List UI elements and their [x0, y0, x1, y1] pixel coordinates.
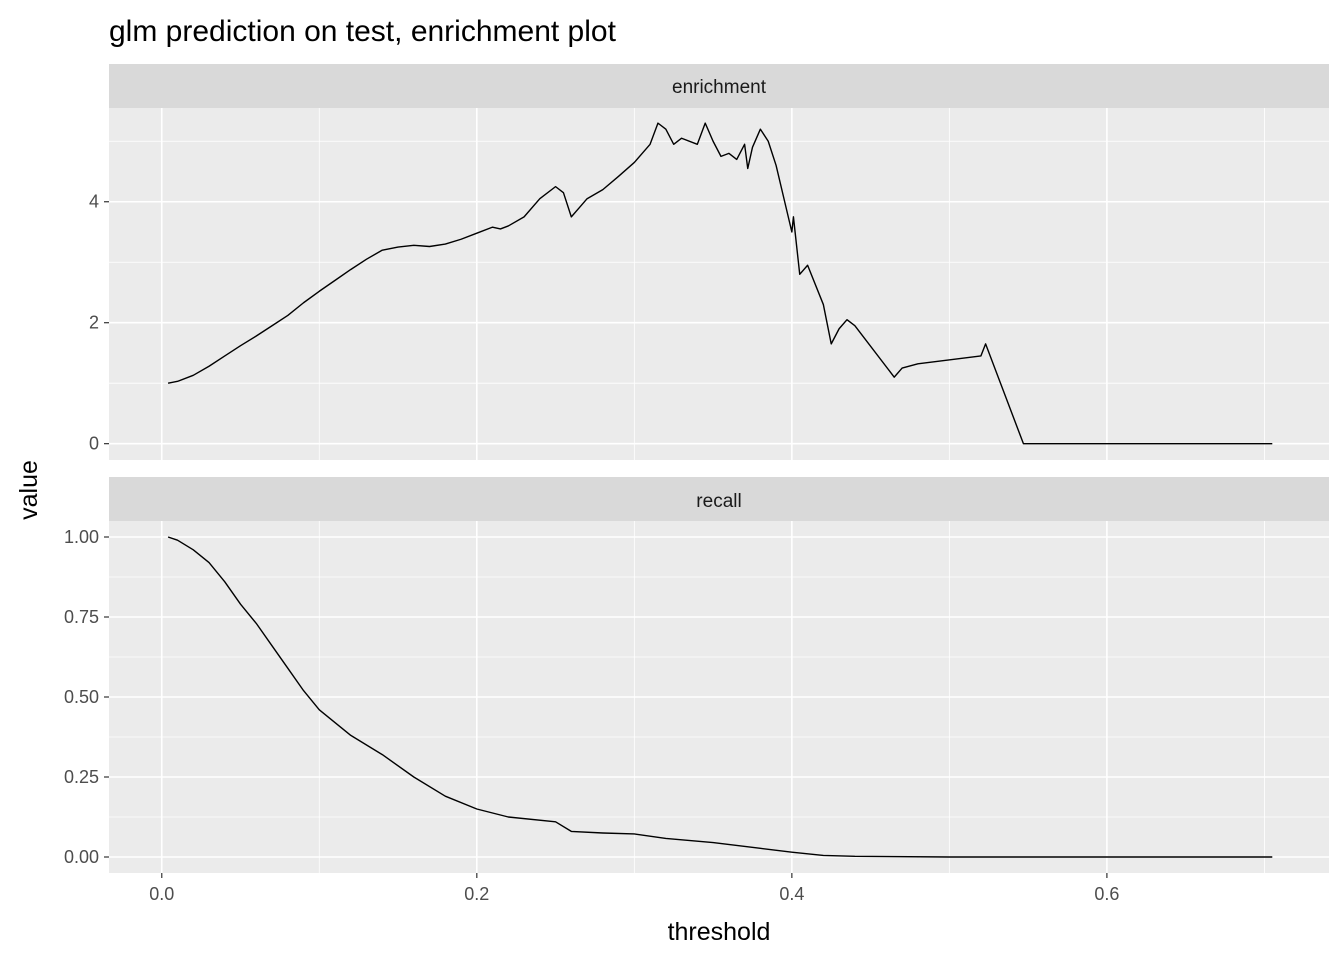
- x-tick-label: 0.4: [779, 884, 804, 904]
- y-axis-enrichment: 0 2 4: [89, 192, 109, 454]
- x-tick-label: 0.6: [1094, 884, 1119, 904]
- panel-recall: recall 0.00 0.25 0.50 0.75 1.00: [64, 477, 1329, 873]
- enrichment-line: [167, 122, 1273, 445]
- y-tick-label: 4: [89, 192, 99, 212]
- x-axis-title: threshold: [668, 918, 771, 946]
- y-tick-label: 0: [89, 434, 99, 454]
- y-tick-label: 1.00: [64, 527, 99, 547]
- strip-label-enrichment: enrichment: [672, 77, 767, 98]
- panel-enrichment: enrichment 0 2 4: [89, 64, 1329, 460]
- y-tick-label: 0.50: [64, 687, 99, 707]
- strip-background-enrichment: [109, 64, 1329, 108]
- gridlines-enrichment: [109, 108, 1329, 460]
- recall-line: [167, 536, 1273, 858]
- x-tick-label: 0.2: [464, 884, 489, 904]
- strip-label-recall: recall: [696, 491, 741, 512]
- x-axis: 0.0 0.2 0.4 0.6: [149, 873, 1119, 904]
- y-tick-label: 2: [89, 313, 99, 333]
- gridlines-recall: [109, 521, 1329, 873]
- y-axis-title: value: [15, 460, 43, 520]
- y-tick-label: 0.25: [64, 767, 99, 787]
- y-tick-label: 0.75: [64, 607, 99, 627]
- plot-title: glm prediction on test, enrichment plot: [109, 15, 617, 48]
- strip-background-recall: [109, 477, 1329, 521]
- panel-background-enrichment: [109, 108, 1329, 460]
- x-tick-label: 0.0: [149, 884, 174, 904]
- y-tick-label: 0.00: [64, 847, 99, 867]
- y-axis-recall: 0.00 0.25 0.50 0.75 1.00: [64, 527, 109, 867]
